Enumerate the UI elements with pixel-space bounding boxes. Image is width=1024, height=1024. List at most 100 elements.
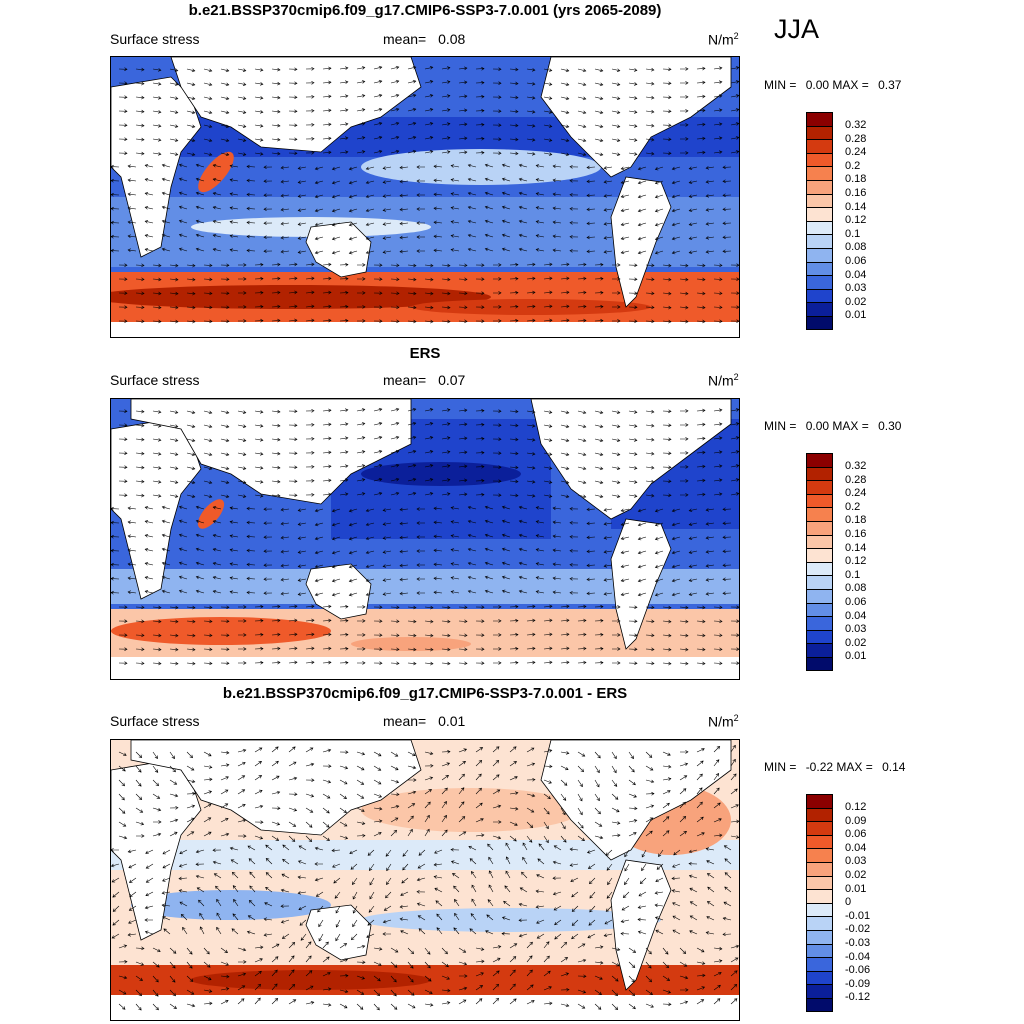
wind-vector-arrow (679, 647, 689, 652)
wind-vector-arrow (492, 759, 500, 767)
wind-vector-arrow (271, 437, 281, 442)
wind-vector-arrow (526, 984, 534, 991)
wind-vector-arrow (373, 421, 383, 426)
wind-vector-arrow (441, 975, 450, 980)
wind-vector-arrow (628, 819, 638, 823)
wind-vector-arrow (229, 248, 239, 252)
wind-vector-arrow (352, 905, 358, 914)
wind-vector-arrow (577, 779, 583, 788)
wind-vector-arrow (569, 549, 579, 553)
wind-vector-arrow (730, 422, 739, 426)
wind-vector-arrow (526, 807, 535, 813)
panel-1-colorbar-ticks: 0.32 0.28 0.24 0.2 0.18 0.16 0.14 0.12 0.1 0.08 0.… (845, 119, 866, 323)
wind-vector-arrow (399, 507, 409, 512)
wind-vector-arrow (365, 578, 375, 583)
colorbar-tick-label: 0.02 (845, 295, 867, 308)
wind-vector-arrow (118, 409, 128, 413)
wind-vector-arrow (458, 760, 466, 767)
wind-vector-arrow (628, 961, 636, 969)
wind-vector-arrow (645, 661, 655, 666)
wind-vector-arrow (390, 435, 400, 440)
wind-vector-arrow (654, 166, 664, 171)
wind-vector-arrow (696, 816, 704, 823)
wind-vector-arrow (470, 871, 477, 879)
wind-vector-arrow (628, 806, 638, 811)
colorbar-tick-label: 0.28 (845, 132, 867, 145)
wind-vector-arrow (382, 222, 392, 226)
wind-vector-arrow (433, 562, 443, 567)
wind-vector-arrow (152, 661, 162, 666)
wind-vector-arrow (459, 974, 468, 978)
wind-vector-arrow (152, 452, 162, 456)
wind-vector-arrow (127, 164, 137, 169)
wind-vector-arrow (492, 277, 502, 281)
wind-vector-arrow (713, 759, 720, 767)
wind-vector-arrow (543, 632, 553, 637)
wind-vector-arrow (492, 291, 502, 295)
wind-vector-arrow (475, 972, 484, 977)
colorbar-tick-label: 0.16 (845, 186, 867, 199)
wind-vector-arrow (339, 450, 349, 454)
wind-vector-arrow (637, 930, 647, 935)
wind-vector-arrow (169, 751, 175, 760)
wind-vector-arrow (254, 318, 264, 323)
wind-vector-arrow (271, 997, 279, 1005)
colorbar-swatch (806, 588, 833, 603)
wind-vector-arrow (611, 961, 620, 967)
wind-vector-arrow (314, 536, 324, 541)
wind-vector-arrow (424, 66, 434, 70)
wind-vector-arrow (288, 67, 298, 72)
wind-vector-arrow (238, 277, 247, 281)
wind-vector-arrow (318, 933, 324, 942)
wind-vector-arrow (407, 263, 417, 268)
wind-vector-arrow (705, 194, 715, 198)
wind-vector-arrow (322, 956, 330, 963)
wind-vector-arrow (416, 877, 426, 882)
wind-vector-arrow (339, 304, 349, 309)
wind-vector-arrow (543, 304, 553, 309)
wind-vector-arrow (238, 305, 247, 309)
wind-vector-arrow (186, 817, 195, 823)
colorbar-tick-label: -0.12 (845, 991, 871, 1004)
wind-vector-arrow (365, 180, 375, 185)
colorbar-swatch (806, 929, 833, 944)
wind-vector-arrow (441, 108, 451, 112)
wind-vector-arrow (263, 207, 273, 211)
wind-vector-arrow (135, 151, 145, 156)
wind-vector-arrow (390, 79, 400, 84)
wind-vector-arrow (314, 578, 324, 583)
wind-vector-arrow (229, 548, 239, 552)
wind-vector-arrow (407, 1003, 416, 1009)
wind-vector-arrow (706, 873, 715, 879)
wind-vector-arrow (195, 191, 205, 196)
wind-vector-arrow (553, 845, 562, 851)
wind-vector-arrow (322, 464, 332, 469)
wind-vector-arrow (161, 891, 171, 895)
wind-vector-arrow (169, 277, 179, 282)
wind-vector-arrow (577, 835, 585, 842)
wind-vector-arrow (203, 438, 213, 443)
wind-vector-arrow (662, 975, 671, 981)
wind-vector-arrow (671, 208, 681, 213)
wind-vector-arrow (645, 751, 653, 758)
wind-vector-arrow (492, 746, 500, 753)
wind-vector-arrow (128, 863, 137, 869)
wind-vector-arrow (679, 975, 689, 980)
wind-vector-arrow (416, 535, 425, 539)
wind-vector-arrow (314, 508, 324, 513)
wind-vector-arrow (298, 905, 307, 911)
wind-vector-arrow (288, 81, 298, 86)
wind-vector-arrow (237, 748, 247, 753)
wind-vector-arrow (620, 536, 630, 541)
wind-vector-arrow (317, 905, 324, 913)
wind-vector-arrow (263, 591, 273, 595)
wind-vector-arrow (263, 577, 273, 581)
wind-vector-arrow (526, 318, 536, 323)
wind-vector-arrow (722, 165, 732, 170)
wind-vector-arrow (271, 262, 281, 267)
wind-vector-arrow (475, 773, 482, 781)
wind-vector-arrow (730, 758, 736, 767)
wind-vector-arrow (416, 221, 425, 225)
wind-vector-arrow (366, 933, 375, 938)
wind-vector-arrow (169, 452, 179, 456)
